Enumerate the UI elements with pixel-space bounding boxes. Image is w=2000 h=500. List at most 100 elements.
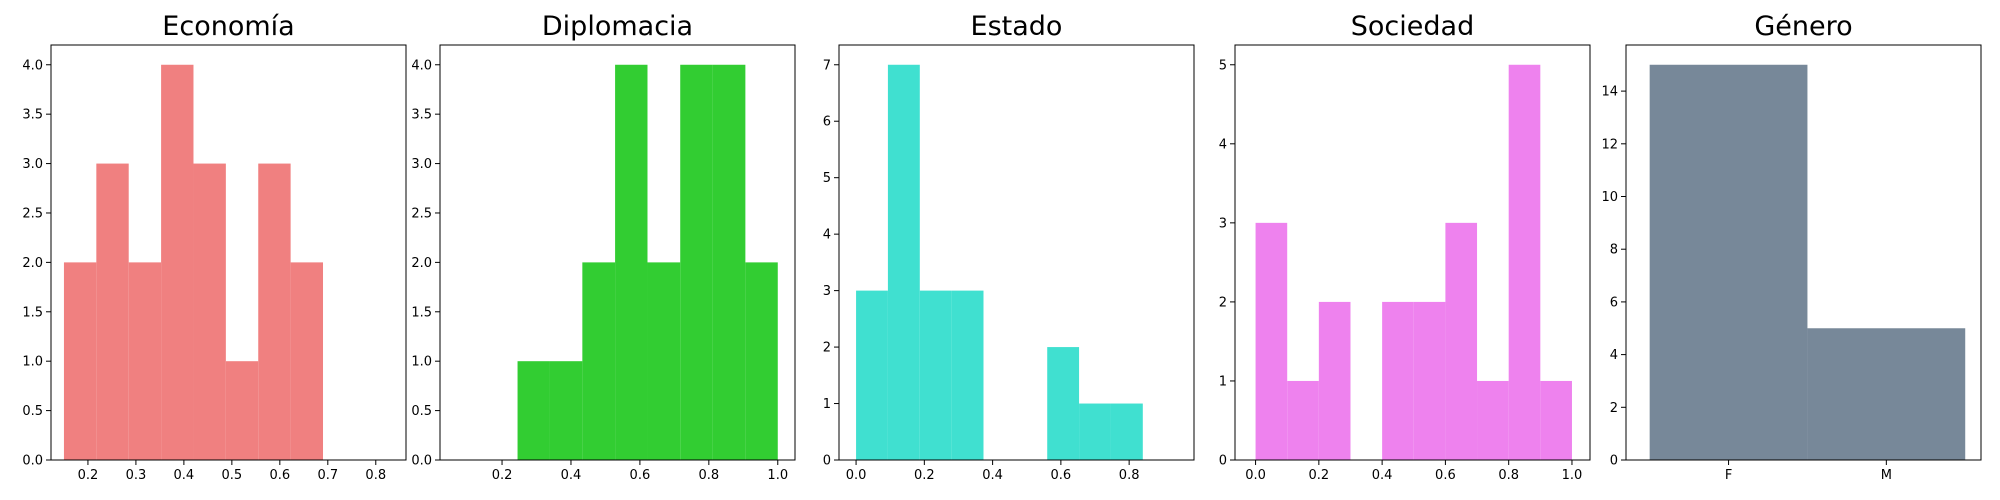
y-tick-label: 2 — [1610, 401, 1618, 416]
x-tick-label: 0.8 — [1498, 468, 1519, 483]
y-tick-label: 3.5 — [22, 108, 43, 123]
subplot-title: Diplomacia — [542, 11, 693, 42]
histogram-bar — [549, 361, 583, 460]
x-tick-label: 0.6 — [1051, 468, 1072, 483]
y-tick-label: 3.5 — [411, 108, 432, 123]
y-tick-label: 10 — [1601, 190, 1618, 205]
histogram-bar — [1477, 380, 1509, 460]
x-tick-label: 0.0 — [846, 468, 867, 483]
x-tick-label: 0.6 — [1435, 468, 1456, 483]
y-tick-label: 4 — [1610, 348, 1618, 363]
x-tick-label: 0.0 — [1245, 468, 1266, 483]
x-tick-label: 0.4 — [1372, 468, 1393, 483]
y-tick-label: 3 — [1219, 216, 1227, 231]
x-tick-label: M — [1881, 468, 1892, 483]
x-tick-label: 0.5 — [222, 468, 243, 483]
histogram-bar — [1287, 380, 1319, 460]
y-tick-label: 5 — [1219, 58, 1227, 73]
histogram-bar — [1255, 222, 1288, 460]
histogram-bar — [1110, 403, 1143, 460]
y-tick-label: 0.0 — [22, 454, 43, 469]
histogram-bar — [1508, 64, 1541, 460]
histogram-bar — [887, 64, 920, 460]
subplot: Diplomacia 0.2 0.4 0.6 0.8 1.0 0.0 0.5 1.0 1.5 2.0… — [411, 11, 796, 483]
histogram-bar — [517, 361, 550, 460]
y-tick-label: 5 — [823, 171, 831, 186]
x-tick-label: 1.0 — [767, 468, 788, 483]
x-tick-label: 1.0 — [1562, 468, 1583, 483]
histogram-bar — [225, 361, 259, 460]
x-tick-label: 0.4 — [174, 468, 195, 483]
x-tick-label: 0.6 — [269, 468, 290, 483]
x-tick-label: F — [1725, 468, 1732, 483]
x-tick-label: 0.7 — [317, 468, 338, 483]
histogram-bar — [951, 290, 984, 460]
y-tick-label: 1 — [1219, 374, 1227, 389]
histogram-bar — [680, 64, 713, 460]
axes-frame — [1234, 44, 1591, 461]
histogram-bar — [1079, 403, 1111, 460]
axes-frame — [838, 44, 1195, 461]
x-tick-label: 0.8 — [698, 468, 719, 483]
y-tick-label: 14 — [1601, 85, 1618, 100]
y-tick-label: 2.0 — [411, 256, 432, 271]
bar — [1649, 64, 1808, 460]
y-tick-label: 4.0 — [22, 58, 43, 73]
y-tick-label: 1.0 — [411, 355, 432, 370]
x-tick-label: 0.2 — [78, 468, 99, 483]
bar — [1807, 328, 1966, 460]
y-tick-label: 0.5 — [22, 404, 43, 419]
y-tick-label: 2.5 — [22, 206, 43, 221]
y-tick-label: 0.5 — [411, 404, 432, 419]
histogram-bar — [712, 64, 746, 460]
histogram-bar — [128, 262, 162, 460]
subplot: Estado 0.0 0.2 0.4 0.6 0.8 0 1 2 3 4 5 6 7 — [823, 11, 1195, 483]
x-tick-label: 0.2 — [1309, 468, 1330, 483]
histogram-bar — [647, 262, 681, 460]
x-tick-label: 0.6 — [630, 468, 651, 483]
y-tick-label: 2.5 — [411, 206, 432, 221]
histogram-bar — [161, 64, 194, 460]
subplot-title: Sociedad — [1351, 11, 1474, 42]
y-tick-label: 3.0 — [411, 157, 432, 172]
y-tick-label: 7 — [823, 58, 831, 73]
subplot: Economía 0.2 0.3 0.4 0.5 0.6 0.7 0.8 0.0 0.5 1.0 1.… — [22, 11, 407, 483]
histogram-bar — [856, 290, 888, 460]
y-tick-label: 0 — [1610, 454, 1618, 469]
histogram-bar — [96, 163, 129, 461]
histogram-bar — [1540, 380, 1572, 460]
x-tick-label: 0.2 — [492, 468, 513, 483]
histogram-bar — [919, 290, 952, 460]
subplot-title: Economía — [162, 11, 294, 42]
y-tick-label: 1.5 — [22, 305, 43, 320]
y-tick-label: 2.0 — [22, 256, 43, 271]
x-tick-label: 0.4 — [982, 468, 1003, 483]
subplot: Sociedad 0.0 0.2 0.4 0.6 0.8 1.0 0 1 2 3 4 5 — [1219, 11, 1591, 483]
histogram-bar — [745, 262, 778, 460]
histogram-bar — [1318, 301, 1351, 460]
y-tick-label: 1.5 — [411, 305, 432, 320]
histogram-bar — [1047, 347, 1080, 460]
histogram-bar — [258, 163, 291, 461]
y-tick-label: 6 — [823, 115, 831, 130]
y-tick-label: 3 — [823, 284, 831, 299]
histogram-bar — [1445, 222, 1478, 460]
y-tick-label: 12 — [1601, 137, 1618, 152]
y-tick-label: 1.0 — [22, 355, 43, 370]
x-tick-label: 0.3 — [126, 468, 147, 483]
axes-frame — [439, 44, 796, 461]
y-tick-label: 4 — [823, 228, 831, 243]
histogram-bar — [582, 262, 616, 460]
subplot-title: Estado — [971, 11, 1063, 42]
y-tick-label: 0.0 — [411, 454, 432, 469]
y-tick-label: 2 — [1219, 295, 1227, 310]
x-tick-label: 0.8 — [1119, 468, 1140, 483]
x-tick-label: 0.8 — [365, 468, 386, 483]
y-tick-label: 1 — [823, 397, 831, 412]
histogram-bar — [63, 262, 97, 460]
y-tick-label: 8 — [1610, 243, 1618, 258]
histogram-bar — [1413, 301, 1446, 460]
axes-frame — [50, 44, 407, 461]
